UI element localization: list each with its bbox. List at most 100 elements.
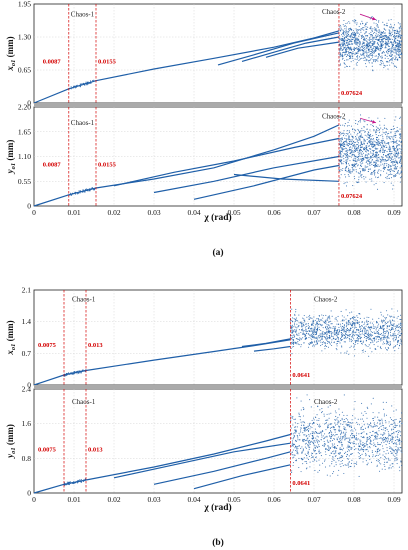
chaos-2-point xyxy=(365,58,367,60)
chaos-2-point xyxy=(368,333,370,335)
chaos-2-point xyxy=(376,152,379,154)
chaos-2-point xyxy=(376,341,378,343)
chaos-2-point xyxy=(353,149,355,152)
chaos-2-point xyxy=(343,341,345,343)
chaos-2-point xyxy=(304,446,306,448)
chaos-2-point xyxy=(339,150,341,152)
chaos-2-point xyxy=(351,139,354,141)
chaos-2-point xyxy=(361,174,363,176)
chaos-2-point xyxy=(395,57,397,59)
chaos-2-point xyxy=(313,450,315,452)
chaos-2-point xyxy=(314,333,317,336)
chaos-2-point xyxy=(387,169,389,171)
chaos-2-point xyxy=(311,454,313,456)
chaos-2-point xyxy=(361,37,363,39)
chaos-2-point xyxy=(392,140,395,142)
chaos-2-point xyxy=(343,38,345,40)
chaos-2-point xyxy=(326,332,328,334)
chaos-2-point xyxy=(376,425,378,427)
chaos-2-point xyxy=(313,322,315,324)
chaos-2-point xyxy=(295,311,297,313)
chaos-2-point xyxy=(364,150,367,152)
chaos-2-point xyxy=(391,418,393,421)
chaos-2-point xyxy=(386,461,388,463)
chaos-2-point xyxy=(294,422,296,424)
chaos-2-point xyxy=(376,433,378,435)
chaos-2-point xyxy=(387,336,389,339)
chaos-2-point xyxy=(378,129,380,131)
chaos-2-point xyxy=(364,167,366,169)
chaos-2-point xyxy=(344,125,346,127)
chaos-2-point xyxy=(394,339,397,341)
chaos-2-point xyxy=(399,50,401,53)
chaos-2-point xyxy=(320,345,322,347)
chaos-2-point xyxy=(340,145,342,147)
chaos-2-point xyxy=(344,53,346,56)
chaos-2-point xyxy=(298,314,300,316)
chaos-2-point xyxy=(395,44,397,47)
chaos-2-point xyxy=(353,175,355,177)
chaos-2-point xyxy=(346,42,348,45)
chaos-2-point xyxy=(352,415,354,417)
chaos-2-point xyxy=(351,429,353,431)
chaos-2-point xyxy=(340,423,342,425)
chaos-2-point xyxy=(343,34,345,36)
chaos-2-point xyxy=(357,443,359,445)
chaos-2-point xyxy=(370,173,372,175)
chaos-2-point xyxy=(310,406,312,408)
chaos-2-point xyxy=(376,188,379,190)
chaos-2-point xyxy=(306,462,308,464)
chaos-2-point xyxy=(339,442,341,444)
chaos-2-point xyxy=(379,160,381,163)
chaos-2-point xyxy=(368,42,370,44)
chaos-2-point xyxy=(335,338,337,340)
chaos-2-point xyxy=(348,437,350,439)
chaos-2-point xyxy=(366,55,368,57)
chaos-2-point xyxy=(375,36,377,38)
chaos-2-point xyxy=(380,346,382,348)
chaos-2-point xyxy=(296,323,298,325)
chaos-2-point xyxy=(371,351,373,353)
chaos-2-point xyxy=(378,52,380,55)
chaos-2-point xyxy=(374,145,376,147)
chaos-2-point xyxy=(393,426,396,429)
chaos-2-point xyxy=(394,40,396,42)
chaos-2-point xyxy=(316,435,318,437)
chaos-2-point xyxy=(295,460,297,462)
chaos-2-point xyxy=(386,339,388,341)
chaos-2-point xyxy=(354,326,356,328)
chaos-2-point xyxy=(385,443,387,446)
chaos-2-point xyxy=(366,160,368,162)
chaos-2-point xyxy=(363,446,365,448)
chaos-2-point xyxy=(399,167,401,169)
chaos-2-point xyxy=(391,49,393,51)
chaos-2-point xyxy=(305,439,307,441)
chaos-2-point xyxy=(390,49,392,51)
chaos-2-point xyxy=(393,48,395,50)
chaos-2-point xyxy=(379,59,382,62)
chaos-2-point xyxy=(329,334,331,337)
chaos-2-point xyxy=(294,431,297,433)
chaos-2-point xyxy=(400,140,403,142)
chaos-2-point xyxy=(396,145,398,147)
chaos-2-point xyxy=(375,161,377,163)
chaos-2-point xyxy=(314,327,316,329)
chaos-2-point xyxy=(380,61,382,63)
chaos-2-point xyxy=(343,418,345,421)
chaos-2-point xyxy=(388,468,390,470)
chaos-2-point xyxy=(350,441,352,443)
chaos-2-point xyxy=(358,445,360,448)
chaos-2-point xyxy=(341,345,343,347)
chaos-2-point xyxy=(355,40,357,42)
chaos-2-point xyxy=(308,441,310,444)
chaos-2-point xyxy=(314,447,316,449)
chaos-2-point xyxy=(384,117,386,119)
chaos-2-point xyxy=(349,443,352,445)
chaos-2-point xyxy=(390,167,392,170)
chaos-2-point xyxy=(368,355,370,357)
chaos-2-point xyxy=(383,433,385,435)
chaos-2-point xyxy=(372,327,374,329)
chaos-2-point xyxy=(324,333,327,335)
chaos-2-point xyxy=(373,129,375,131)
